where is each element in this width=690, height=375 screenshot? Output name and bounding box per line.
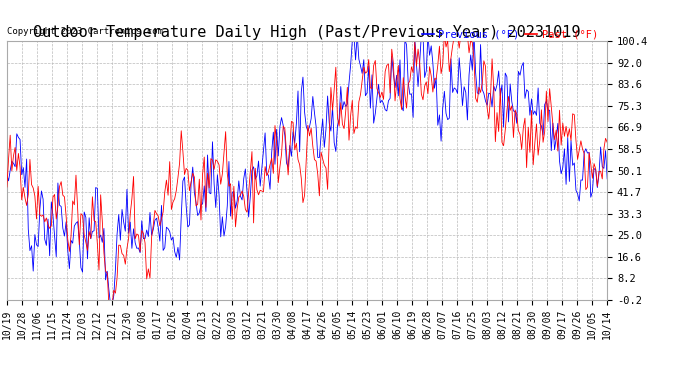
Title: Outdoor Temperature Daily High (Past/Previous Year) 20231019: Outdoor Temperature Daily High (Past/Pre… (33, 25, 581, 40)
Legend: Previous (°F), Past (°F): Previous (°F), Past (°F) (417, 26, 602, 44)
Text: Copyright 2023 Cartronics.com: Copyright 2023 Cartronics.com (7, 27, 163, 36)
